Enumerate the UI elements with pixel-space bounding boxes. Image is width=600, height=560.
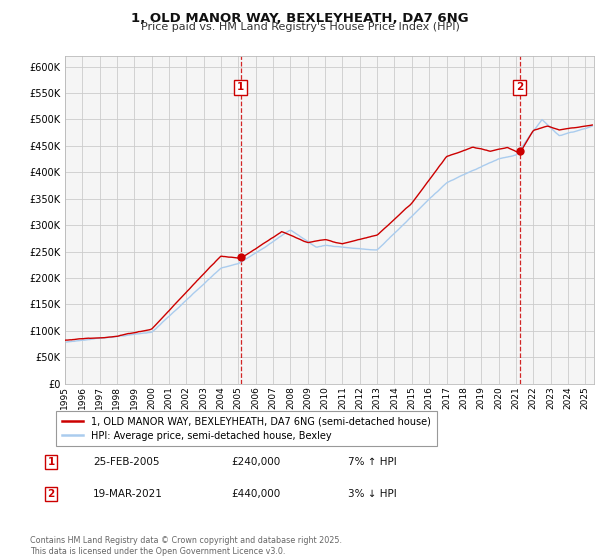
Text: 7% ↑ HPI: 7% ↑ HPI [348,457,397,467]
Text: 2: 2 [516,82,523,92]
Text: 3% ↓ HPI: 3% ↓ HPI [348,489,397,499]
Text: £440,000: £440,000 [231,489,280,499]
Text: 2: 2 [47,489,55,499]
Text: Contains HM Land Registry data © Crown copyright and database right 2025.
This d: Contains HM Land Registry data © Crown c… [30,536,342,556]
Text: Price paid vs. HM Land Registry's House Price Index (HPI): Price paid vs. HM Land Registry's House … [140,22,460,32]
Text: 1, OLD MANOR WAY, BEXLEYHEATH, DA7 6NG: 1, OLD MANOR WAY, BEXLEYHEATH, DA7 6NG [131,12,469,25]
Text: 1: 1 [47,457,55,467]
Text: 1: 1 [237,82,244,92]
Text: 19-MAR-2021: 19-MAR-2021 [93,489,163,499]
Legend: 1, OLD MANOR WAY, BEXLEYHEATH, DA7 6NG (semi-detached house), HPI: Average price: 1, OLD MANOR WAY, BEXLEYHEATH, DA7 6NG (… [56,411,437,446]
Text: £240,000: £240,000 [231,457,280,467]
Text: 25-FEB-2005: 25-FEB-2005 [93,457,160,467]
